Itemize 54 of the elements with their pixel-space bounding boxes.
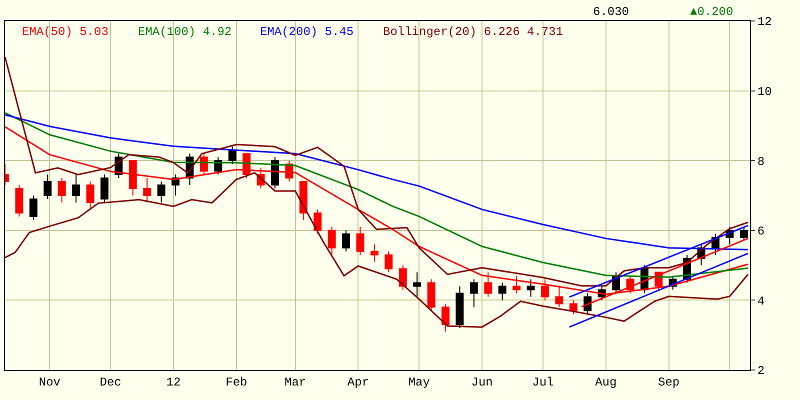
x-tick-label: Aug: [595, 375, 617, 390]
candlestick: [370, 244, 378, 262]
line-series: [5, 112, 749, 278]
x-tick-label: Dec: [100, 375, 122, 390]
candlestick: [100, 174, 108, 203]
candlestick: [299, 181, 308, 220]
text: EMA(100) 4.92: [138, 25, 232, 39]
y-tick-label: 8: [757, 154, 765, 169]
candlestick: [427, 278, 436, 312]
candlestick: [328, 226, 336, 256]
candlestick: [58, 178, 66, 203]
x-tick-label: Feb: [226, 375, 248, 390]
text: Bollinger(20) 6.226 4.731: [383, 25, 564, 39]
candlestick: [413, 272, 422, 298]
candlestick: [740, 226, 748, 242]
y-tick-label: 4: [757, 294, 765, 308]
x-tick-label: Nov: [38, 375, 60, 390]
y-tick-label: 10: [757, 85, 772, 99]
candlestick: [356, 226, 364, 256]
line-series: [5, 172, 749, 328]
candlestick: [526, 278, 535, 298]
y-tick-label: 2: [757, 364, 765, 378]
text: ▲0.200: [690, 5, 734, 19]
y-tick-label: 12: [757, 15, 772, 30]
text: 6.030: [593, 5, 630, 19]
candlestick: [15, 184, 24, 217]
candlestick: [29, 195, 38, 220]
x-tick-label: 12: [166, 375, 181, 390]
candlestick: [128, 160, 137, 196]
candlestick: [456, 286, 464, 329]
candlestick: [314, 208, 322, 234]
candlestick: [44, 174, 52, 200]
line-series: [5, 56, 749, 287]
candlestick: [342, 230, 350, 252]
candlestick: [384, 250, 393, 273]
candlestick: [442, 303, 450, 332]
text: EMA(200) 5.45: [260, 25, 354, 39]
x-tick-label: Jun: [471, 375, 493, 390]
x-tick-label: May: [408, 375, 430, 390]
candlestick: [86, 181, 94, 210]
candlestick: [398, 264, 407, 290]
candlestick: [157, 181, 166, 203]
candlestick: [143, 178, 152, 203]
candlestick: [72, 174, 80, 203]
x-tick-label: Sep: [658, 375, 680, 390]
candlestick: [470, 278, 478, 308]
y-tick-label: 6: [757, 224, 765, 239]
x-tick-label: Apr: [347, 375, 370, 390]
x-tick-label: Jul: [532, 375, 554, 390]
x-tick-label: Mar: [284, 375, 306, 390]
text: EMA(50) 5.03: [22, 25, 108, 39]
candlestick: [200, 153, 208, 176]
candlestick: [498, 282, 506, 301]
candlestick: [569, 300, 578, 315]
